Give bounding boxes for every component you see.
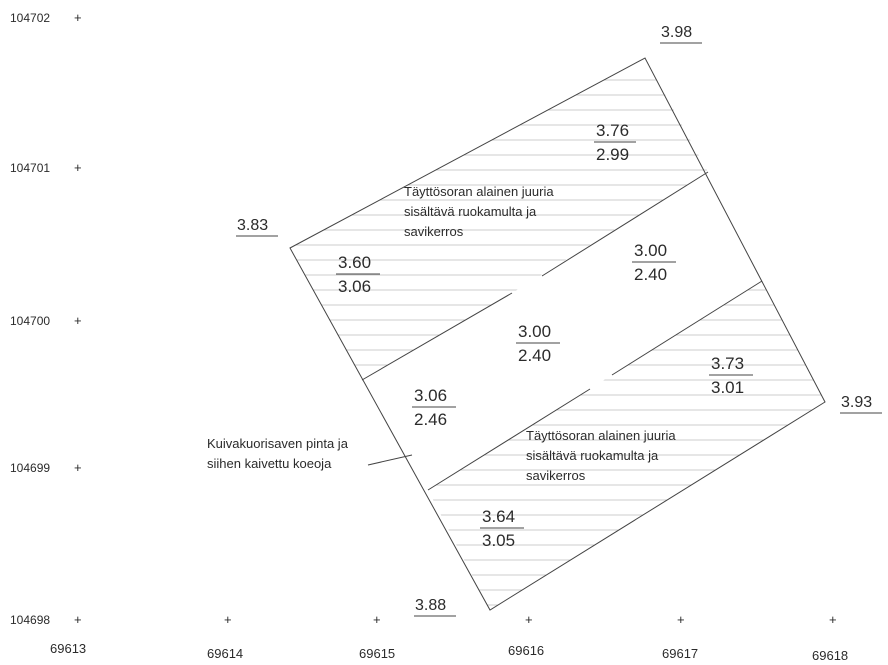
excavation-outline	[289, 57, 826, 611]
y-label-104698: 104698	[10, 613, 50, 627]
svg-text:3.01: 3.01	[711, 378, 744, 397]
svg-text:Täyttösoran alainen juuria: Täyttösoran alainen juuria	[526, 428, 676, 443]
grid-marker: +	[74, 160, 82, 175]
grid-marker: +	[74, 460, 82, 475]
section-level-4: 3.73 3.01	[709, 354, 753, 397]
corner-level-right: 3.93	[841, 394, 872, 411]
note-upper-fill: Täyttösoran alainen juuria sisältävä ruo…	[404, 184, 554, 239]
grid-marker: +	[224, 612, 232, 627]
corner-level-top: 3.98	[661, 24, 692, 41]
upper-boundary-left	[361, 292, 513, 381]
lower-boundary-right	[611, 280, 763, 376]
section-level-0: 3.76 2.99	[594, 121, 636, 164]
svg-text:2.99: 2.99	[596, 145, 629, 164]
upper-fill-hatching	[290, 79, 708, 366]
corner-level-left: 3.83	[237, 217, 268, 234]
section-level-3: 3.00 2.40	[516, 322, 560, 365]
x-label-69617: 69617	[662, 646, 698, 661]
grid-marker: +	[525, 612, 533, 627]
section-level-6: 3.64 3.05	[480, 507, 524, 550]
leader-line	[367, 454, 413, 466]
y-label-104701: 104701	[10, 161, 50, 175]
svg-text:3.06: 3.06	[414, 386, 447, 405]
grid-marker: +	[373, 612, 381, 627]
svg-text:3.73: 3.73	[711, 354, 744, 373]
svg-text:Täyttösoran alainen juuria: Täyttösoran alainen juuria	[404, 184, 554, 199]
svg-text:sisältävä ruokamulta ja: sisältävä ruokamulta ja	[526, 448, 659, 463]
corner-level-bottom: 3.88	[415, 597, 446, 614]
y-label-104699: 104699	[10, 461, 50, 475]
svg-text:siihen kaivettu koeoja: siihen kaivettu koeoja	[207, 456, 332, 471]
grid-marker: +	[74, 10, 82, 25]
grid-marker: +	[829, 612, 837, 627]
svg-text:savikerros: savikerros	[526, 468, 586, 483]
note-lower-fill: Täyttösoran alainen juuria sisältävä ruo…	[526, 428, 676, 483]
grid-marker: +	[677, 612, 685, 627]
y-label-104702: 104702	[10, 11, 50, 25]
x-label-69614: 69614	[207, 646, 243, 661]
svg-text:3.76: 3.76	[596, 121, 629, 140]
upper-boundary-right	[541, 171, 709, 277]
svg-text:3.06: 3.06	[338, 277, 371, 296]
section-level-2: 3.00 2.40	[632, 241, 676, 284]
svg-text:savikerros: savikerros	[404, 224, 464, 239]
section-level-1: 3.60 3.06	[336, 253, 380, 296]
svg-text:2.40: 2.40	[634, 265, 667, 284]
x-label-69613: 69613	[50, 641, 86, 656]
svg-text:3.00: 3.00	[518, 322, 551, 341]
svg-text:2.40: 2.40	[518, 346, 551, 365]
x-label-69618: 69618	[812, 648, 848, 663]
note-dry-crust: Kuivakuorisaven pinta ja siihen kaivettu…	[207, 436, 349, 471]
grid-marker: +	[74, 313, 82, 328]
section-level-5: 3.06 2.46	[412, 386, 456, 429]
svg-text:3.64: 3.64	[482, 507, 515, 526]
svg-text:3.00: 3.00	[634, 241, 667, 260]
y-label-104700: 104700	[10, 314, 50, 328]
x-label-69616: 69616	[508, 643, 544, 658]
svg-text:Kuivakuorisaven pinta ja: Kuivakuorisaven pinta ja	[207, 436, 349, 451]
svg-text:3.05: 3.05	[482, 531, 515, 550]
x-label-69615: 69615	[359, 646, 395, 661]
svg-text:sisältävä ruokamulta ja: sisältävä ruokamulta ja	[404, 204, 537, 219]
svg-text:3.60: 3.60	[338, 253, 371, 272]
lower-boundary-left	[427, 388, 591, 491]
grid-marker: +	[74, 612, 82, 627]
svg-text:2.46: 2.46	[414, 410, 447, 429]
